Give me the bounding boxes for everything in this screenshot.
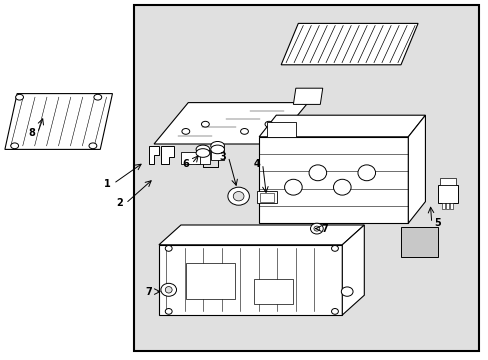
Bar [439,178,455,185]
Bar [441,203,444,209]
Ellipse shape [331,246,338,251]
Bar [266,122,295,137]
Bar [185,263,234,299]
Polygon shape [149,146,159,164]
Ellipse shape [165,246,172,251]
Ellipse shape [308,165,326,181]
Ellipse shape [89,143,97,149]
Text: 8: 8 [28,128,35,138]
Bar [181,152,199,164]
Bar [196,150,209,164]
Ellipse shape [210,141,224,150]
Ellipse shape [227,187,249,205]
Ellipse shape [161,283,176,296]
Ellipse shape [196,145,209,154]
Polygon shape [154,103,307,144]
Bar [400,227,437,257]
Ellipse shape [94,94,102,100]
Bar [254,279,293,304]
Text: 1: 1 [104,179,111,189]
Ellipse shape [165,309,172,314]
Text: 2: 2 [116,198,123,208]
Polygon shape [259,115,425,137]
Text: 3: 3 [219,152,225,162]
Ellipse shape [264,121,272,127]
Ellipse shape [196,149,209,157]
Text: 7: 7 [321,224,328,234]
Polygon shape [342,225,364,315]
Polygon shape [259,137,407,223]
Bar [260,193,273,202]
Polygon shape [159,225,364,245]
Ellipse shape [333,179,350,195]
Polygon shape [293,88,322,104]
Text: 7: 7 [145,287,152,297]
Ellipse shape [16,94,23,100]
Text: 4: 4 [253,159,260,169]
Polygon shape [159,245,342,315]
Ellipse shape [357,165,375,181]
Ellipse shape [210,145,224,154]
Ellipse shape [284,179,302,195]
Text: 5: 5 [433,218,440,228]
Ellipse shape [182,129,189,134]
Polygon shape [281,23,417,65]
Ellipse shape [313,226,319,231]
Polygon shape [5,94,112,149]
Bar [449,203,452,209]
Bar [210,147,224,160]
Polygon shape [161,146,173,164]
Ellipse shape [165,287,172,293]
Ellipse shape [310,223,323,234]
Ellipse shape [233,192,244,201]
Ellipse shape [331,309,338,314]
Bar [437,185,457,203]
Bar [256,191,277,203]
Ellipse shape [11,143,19,149]
Text: 6: 6 [182,159,189,169]
Polygon shape [407,115,425,223]
Ellipse shape [240,129,248,134]
Bar [445,203,448,209]
Ellipse shape [201,121,209,127]
Ellipse shape [341,287,352,296]
Bar [134,5,478,351]
